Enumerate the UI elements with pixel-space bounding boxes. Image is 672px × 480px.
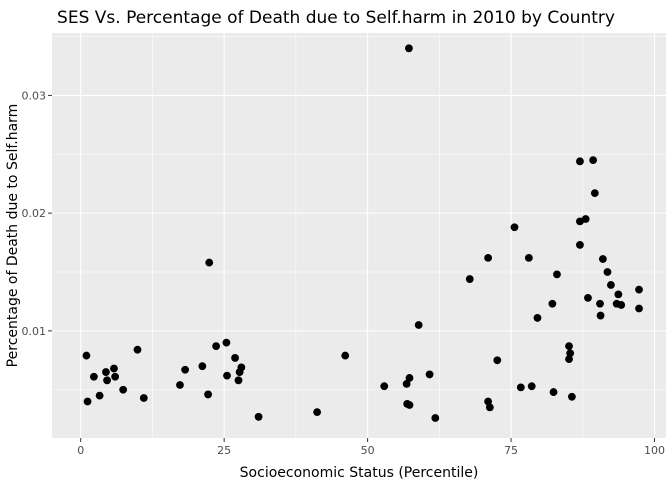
data-point xyxy=(596,299,604,308)
data-point xyxy=(549,388,558,396)
data-point xyxy=(516,383,525,392)
data-point xyxy=(95,391,104,400)
data-point xyxy=(254,412,263,421)
data-point xyxy=(405,401,414,409)
chart-title: SES Vs. Percentage of Death due to Self.… xyxy=(57,8,615,28)
data-point xyxy=(603,268,612,276)
data-point xyxy=(212,342,221,351)
data-point xyxy=(176,381,184,389)
data-point xyxy=(380,382,389,391)
data-point xyxy=(567,392,576,401)
data-point xyxy=(576,241,584,249)
data-point xyxy=(566,349,575,358)
data-point xyxy=(405,374,414,382)
data-point xyxy=(524,253,533,262)
data-point xyxy=(465,275,474,283)
data-point xyxy=(425,370,434,379)
x-tick-label: 100 xyxy=(644,444,665,457)
data-point xyxy=(83,397,92,406)
x-tick-label: 50 xyxy=(361,444,375,457)
data-point xyxy=(102,368,110,376)
data-point xyxy=(484,253,493,262)
data-point xyxy=(548,299,557,308)
data-point xyxy=(119,385,128,394)
data-point xyxy=(231,354,239,362)
data-point xyxy=(581,215,590,223)
data-point xyxy=(607,281,615,289)
y-axis-title: Percentage of Death due to Self.harm xyxy=(5,104,21,368)
x-axis-title: Socioeconomic Status (Percentile) xyxy=(240,465,479,480)
data-point xyxy=(484,397,493,406)
data-point xyxy=(402,379,411,388)
data-point xyxy=(103,376,111,385)
data-point xyxy=(617,301,626,309)
data-point xyxy=(493,356,502,365)
y-tick-label: 0.01 xyxy=(22,325,47,338)
data-point xyxy=(234,376,243,385)
data-point xyxy=(431,414,440,422)
data-point xyxy=(590,189,599,198)
data-point xyxy=(565,355,573,364)
data-point xyxy=(589,156,598,165)
data-point xyxy=(89,372,98,381)
data-point xyxy=(414,321,423,329)
data-point xyxy=(237,363,246,372)
data-point xyxy=(584,293,592,302)
data-points xyxy=(82,44,643,422)
data-point xyxy=(533,314,542,322)
x-tick-label: 0 xyxy=(77,444,84,457)
x-tick-label: 25 xyxy=(217,444,231,457)
x-tick-label: 75 xyxy=(504,444,518,457)
data-point xyxy=(198,362,207,371)
minor-gridlines xyxy=(52,33,666,438)
data-point xyxy=(405,44,413,53)
data-point xyxy=(313,408,322,416)
data-point xyxy=(341,351,350,360)
data-point xyxy=(596,311,605,320)
data-point xyxy=(110,364,118,373)
data-point xyxy=(111,372,120,381)
major-gridlines xyxy=(52,33,666,438)
data-point xyxy=(614,290,623,299)
data-point xyxy=(565,342,573,351)
data-point xyxy=(527,382,536,391)
data-point xyxy=(82,351,91,360)
data-point xyxy=(635,304,643,313)
data-point xyxy=(223,371,231,380)
data-point xyxy=(598,255,607,263)
data-point xyxy=(553,270,561,279)
data-point xyxy=(635,285,643,294)
data-point xyxy=(485,403,494,412)
data-point xyxy=(205,258,214,267)
data-point xyxy=(139,394,148,402)
y-tick-label: 0.02 xyxy=(22,207,47,220)
data-point xyxy=(510,223,519,232)
data-point xyxy=(181,365,190,374)
data-point xyxy=(222,338,231,347)
y-tick-label: 0.03 xyxy=(22,89,47,102)
data-point xyxy=(204,390,212,399)
data-point xyxy=(576,157,584,166)
axis-ticks: 0 25 50 75 100 0.01 0.02 0.03 xyxy=(22,89,666,457)
plot-panel xyxy=(52,33,666,438)
data-point xyxy=(133,345,142,354)
